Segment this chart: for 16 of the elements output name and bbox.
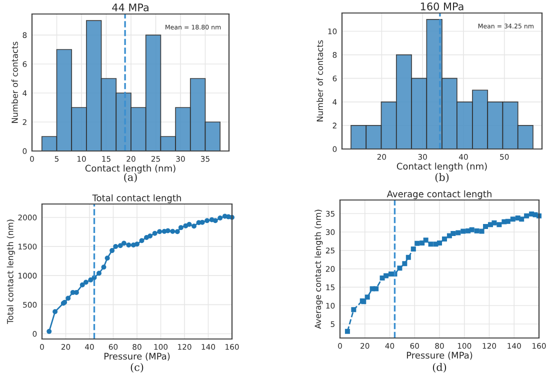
y-axis-title: Average contact length (nm) [314,210,323,329]
text: (c) [130,362,144,372]
text: (a) [124,172,137,182]
x-axis-title: Pressure (MPa) [406,352,472,360]
x-axis-title: Pressure (MPa) [104,352,170,361]
y-axis-title: Total contact length (nm) [6,220,15,324]
x-axis-title: Contact length (nm) [85,164,176,174]
chart-title: 160 MPa [420,2,464,10]
y-axis-title: Number of contacts [316,40,324,122]
x-axis-title: Contact length (nm) [396,162,487,172]
chart-title: 44 MPa [112,4,148,12]
chart-title: Total contact length [92,194,181,204]
chart-title: Average contact length [386,190,492,200]
y-axis-title: Number of contacts [11,42,18,123]
text: (d) [432,362,446,372]
text: (b) [435,172,449,182]
